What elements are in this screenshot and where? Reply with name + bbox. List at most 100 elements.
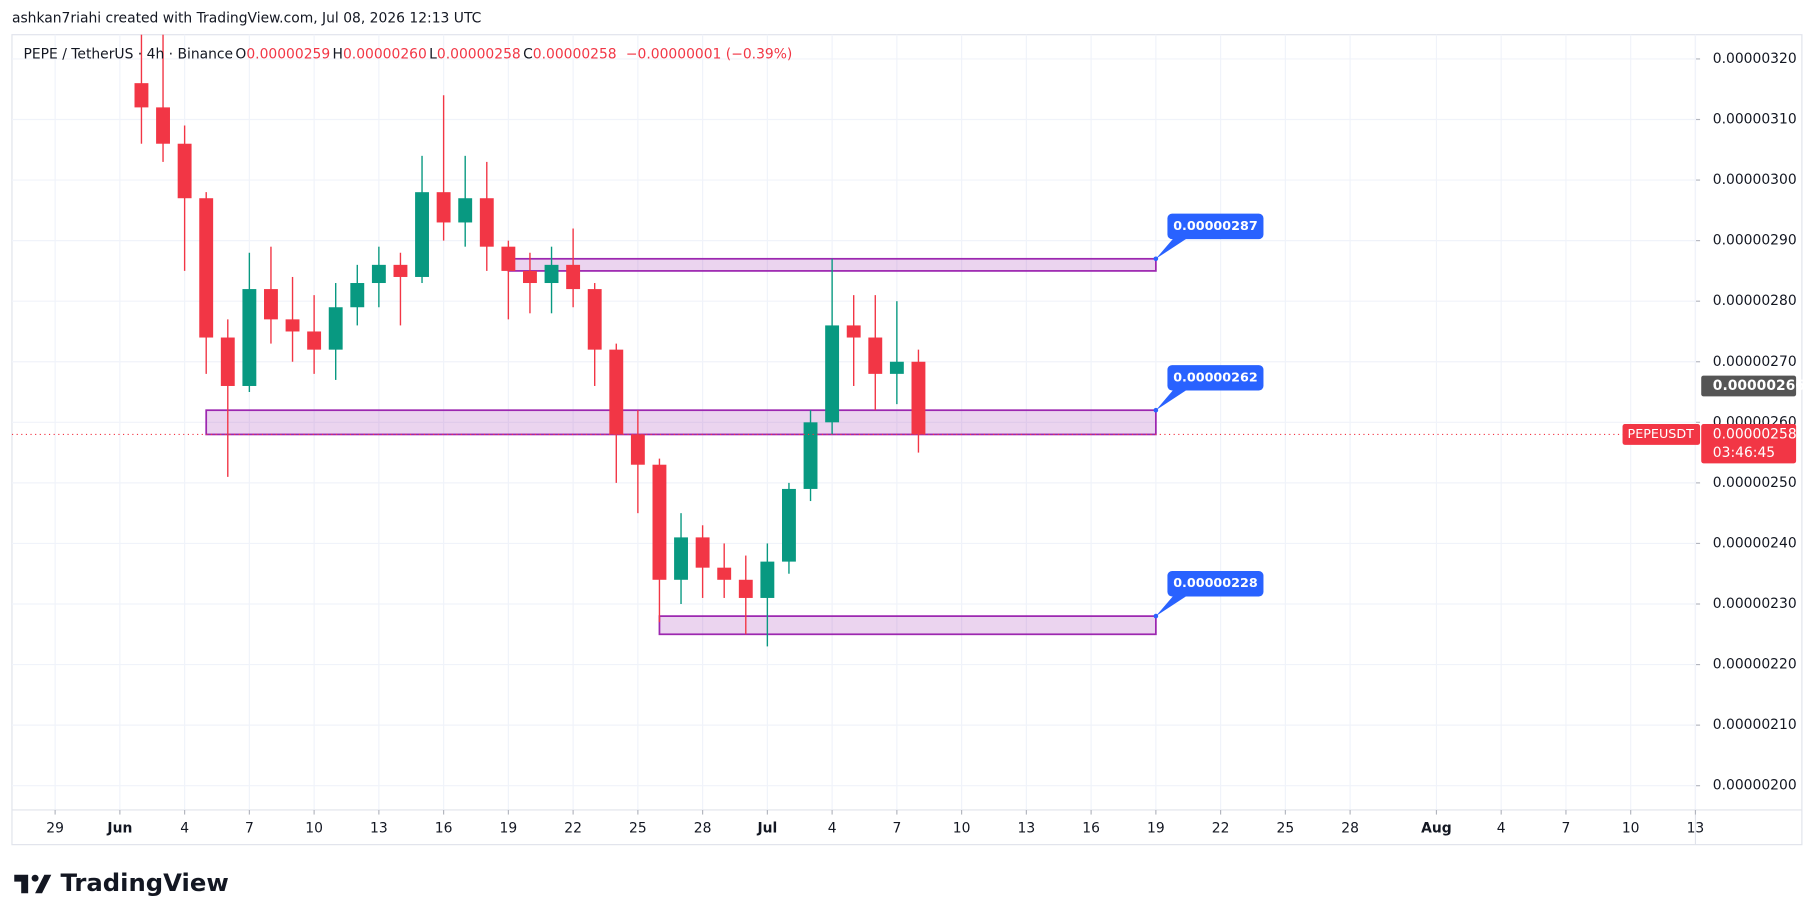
logo-dot xyxy=(31,874,39,882)
ohlc-value: 0.00000258 xyxy=(437,46,521,62)
callout-box xyxy=(1167,365,1264,391)
x-tick-label: 7 xyxy=(892,820,901,836)
attribution: ashkan7riahi created with TradingView.co… xyxy=(12,11,481,27)
candle-body xyxy=(220,337,235,386)
candle-body xyxy=(156,107,170,144)
change-label: −0.00000001 (−0.39%) xyxy=(626,46,792,62)
y-tick-label: 0.00000210 xyxy=(1713,717,1797,733)
y-tick-label: 0.00000230 xyxy=(1713,596,1797,612)
brand-name: TradingView xyxy=(61,868,229,897)
x-tick-label: 16 xyxy=(435,820,453,836)
x-tick-label: 28 xyxy=(1341,820,1359,836)
y-tick-label: 0.00000290 xyxy=(1713,233,1797,249)
candle-body xyxy=(242,289,257,386)
callout-box xyxy=(1167,570,1264,597)
y-tick-label: 0.00000280 xyxy=(1713,293,1797,309)
candle-body xyxy=(523,270,537,284)
callout-label: 0.00000287 xyxy=(1173,218,1257,233)
x-tick-label: 22 xyxy=(564,820,582,836)
x-tick-label: 19 xyxy=(500,820,518,836)
y-tick-label: 0.00000240 xyxy=(1713,535,1797,551)
x-tick-label: Jul xyxy=(756,820,777,836)
x-tick-label: 10 xyxy=(953,820,971,836)
candle-body xyxy=(782,488,796,562)
candle-body xyxy=(350,283,365,308)
x-tick-label: 25 xyxy=(1277,820,1295,836)
symbol-tag xyxy=(1622,424,1701,445)
y-tick-label: 0.00000320 xyxy=(1713,51,1797,67)
candle-body xyxy=(566,264,581,290)
last-price-label: 0.00000258 xyxy=(1713,426,1797,442)
callout-label: 0.00000228 xyxy=(1173,575,1258,590)
candle-body xyxy=(911,361,926,435)
x-tick-label: 7 xyxy=(245,820,254,836)
ohlc-key: L xyxy=(429,46,437,62)
grid: 0.00000200 0.00000210 0.00000220 0.00000230… xyxy=(11,34,1797,836)
candle-body xyxy=(544,264,559,284)
x-tick-label: 7 xyxy=(1562,820,1571,836)
x-tick-label: Jun xyxy=(106,820,132,836)
candle-body xyxy=(177,143,192,199)
candle-body xyxy=(674,537,688,580)
x-tick-label: 4 xyxy=(828,820,837,836)
x-tick-label: 29 xyxy=(46,820,64,836)
candle-body xyxy=(307,331,322,350)
candle-body xyxy=(695,537,710,568)
callout-anchor xyxy=(1153,407,1159,413)
callout-tail xyxy=(1155,591,1193,617)
candles xyxy=(134,34,926,647)
candle-body xyxy=(868,337,883,374)
callout-label: 0.00000262 xyxy=(1173,369,1257,384)
x-tick-label: 4 xyxy=(180,820,189,836)
y-tick-label: 0.00000250 xyxy=(1713,475,1797,491)
candle-body xyxy=(609,349,624,435)
x-tick-label: 4 xyxy=(1497,820,1506,836)
x-tick-label: 16 xyxy=(1082,820,1100,836)
symbol-label: PEPE / TetherUS · 4h · Binance xyxy=(24,46,234,62)
candle-body xyxy=(825,325,840,423)
candle-body xyxy=(889,361,904,374)
x-tick-label: 13 xyxy=(370,820,388,836)
candle-body xyxy=(630,434,645,465)
zone xyxy=(658,615,1157,636)
zone xyxy=(205,409,1157,436)
y-tick-label: 0.00000270 xyxy=(1713,354,1797,370)
legend-header: PEPE / TetherUS · 4h · Binance O 0.0000025… xyxy=(24,46,793,62)
x-tick-label: 19 xyxy=(1147,820,1165,836)
high-marker-tag xyxy=(1701,375,1797,397)
candle-body xyxy=(803,422,818,489)
x-tick-label: 10 xyxy=(305,820,323,836)
chart-frame xyxy=(11,34,1803,846)
ohlc-value: 0.00000260 xyxy=(343,46,427,62)
ohlc-key: C xyxy=(523,46,533,62)
x-tick-label: 22 xyxy=(1212,820,1230,836)
ohlc-key: H xyxy=(333,46,343,62)
y-tick-label: 0.00000200 xyxy=(1713,778,1797,794)
callout-anchor xyxy=(1153,613,1159,619)
ohlc-key: O xyxy=(235,46,246,62)
callout-box xyxy=(1167,213,1264,240)
candle-body xyxy=(415,192,429,277)
candle-body xyxy=(328,307,343,350)
candle-body xyxy=(199,198,214,338)
candle-body xyxy=(760,561,775,598)
ohlc-value: 0.00000259 xyxy=(246,46,330,62)
callout-anchor xyxy=(1153,256,1159,262)
candle-body xyxy=(436,192,451,223)
callout-tail xyxy=(1155,234,1193,259)
candle-body xyxy=(285,319,300,332)
last-price-tag xyxy=(1701,424,1797,464)
candle-body xyxy=(479,198,494,247)
y-tick-label: 0.00000220 xyxy=(1713,657,1797,673)
ohlc-value: 0.00000258 xyxy=(533,46,617,62)
countdown-label: 03:46:45 xyxy=(1713,445,1775,461)
candle-body xyxy=(501,246,516,271)
candle-body xyxy=(393,264,408,277)
y-tick-label: 0.00000300 xyxy=(1713,172,1797,188)
candle-body xyxy=(458,198,473,223)
callout-tail xyxy=(1155,385,1193,411)
candle-body xyxy=(264,289,278,320)
brand-logo: TradingView xyxy=(14,868,229,897)
x-tick-label: 28 xyxy=(694,820,712,836)
